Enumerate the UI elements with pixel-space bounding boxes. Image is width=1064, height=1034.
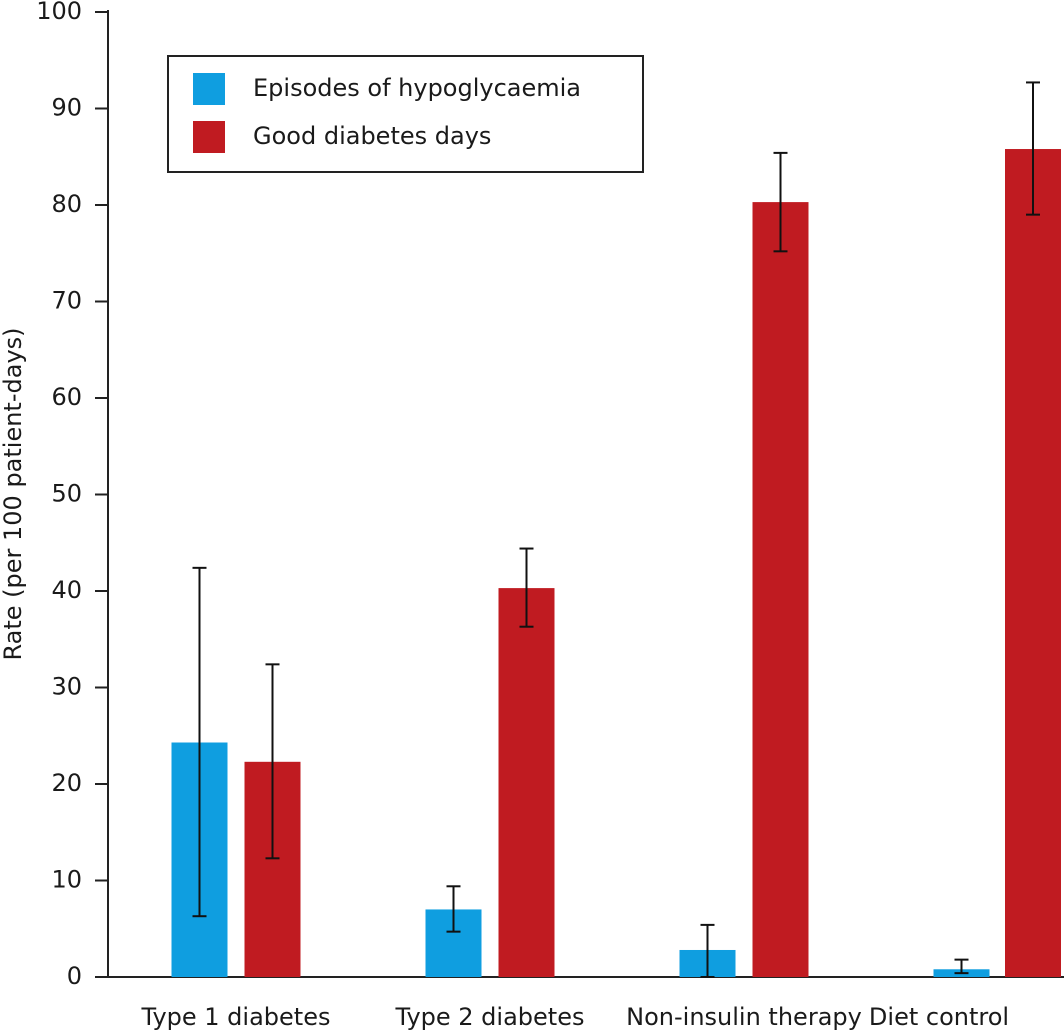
bar xyxy=(498,588,555,977)
y-tick-label: 30 xyxy=(51,673,82,701)
y-tick-label: 20 xyxy=(51,769,82,797)
legend-label: Episodes of hypoglycaemia xyxy=(253,74,581,102)
y-tick-label: 60 xyxy=(51,383,82,411)
x-tick-label: Type 1 diabetes xyxy=(141,1003,331,1031)
y-tick-label: 0 xyxy=(67,962,82,990)
x-tick-label: Type 2 diabetes xyxy=(395,1003,585,1031)
x-tick-label: Diet control xyxy=(869,1003,1009,1031)
y-axis-title: Rate (per 100 patient-days) xyxy=(0,327,27,660)
y-tick-label: 40 xyxy=(51,576,82,604)
y-tick-label: 100 xyxy=(36,0,82,25)
y-tick-label: 10 xyxy=(51,866,82,894)
legend-swatch xyxy=(193,121,225,153)
legend-swatch xyxy=(193,73,225,105)
y-tick-label: 80 xyxy=(51,190,82,218)
legend xyxy=(167,55,644,173)
y-tick-label: 50 xyxy=(51,480,82,508)
y-tick-label: 70 xyxy=(51,287,82,315)
bar xyxy=(1005,149,1061,977)
legend-label: Good diabetes days xyxy=(253,122,491,150)
y-tick-label: 90 xyxy=(51,94,82,122)
bar xyxy=(752,202,809,978)
x-tick-label: Non-insulin therapy xyxy=(626,1003,862,1031)
